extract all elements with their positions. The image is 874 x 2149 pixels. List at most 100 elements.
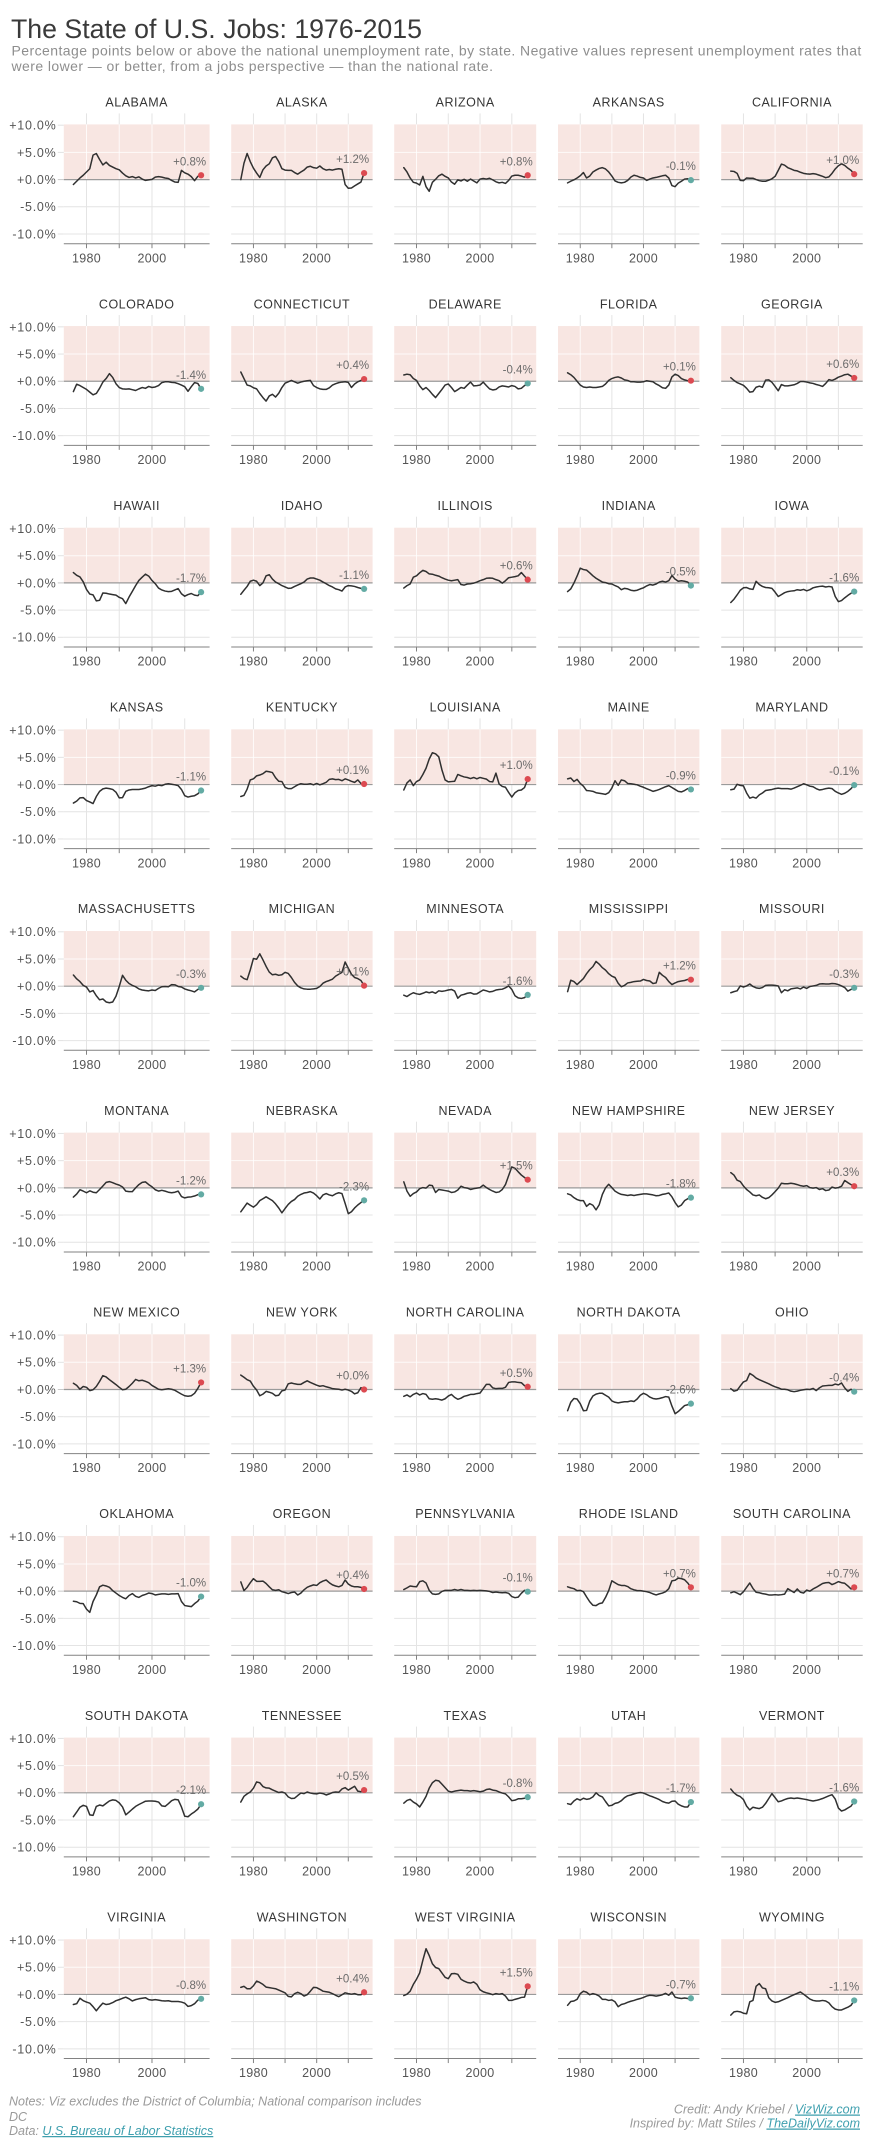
svg-text:2000: 2000 bbox=[466, 655, 495, 669]
svg-text:1980: 1980 bbox=[239, 1865, 268, 1879]
svg-text:MONTANA: MONTANA bbox=[104, 1104, 169, 1118]
svg-text:INDIANA: INDIANA bbox=[602, 499, 656, 513]
svg-text:1980: 1980 bbox=[402, 1461, 431, 1475]
svg-text:+0.4%: +0.4% bbox=[336, 1973, 369, 1985]
svg-text:-2.1%: -2.1% bbox=[176, 1785, 206, 1797]
svg-text:-0.1%: -0.1% bbox=[503, 1573, 533, 1585]
svg-text:-10.0%: -10.0% bbox=[12, 1841, 56, 1855]
svg-text:-5.0%: -5.0% bbox=[20, 200, 56, 214]
svg-text:-1.0%: -1.0% bbox=[176, 1578, 206, 1590]
svg-text:1980: 1980 bbox=[239, 1663, 268, 1677]
svg-text:2000: 2000 bbox=[302, 1461, 331, 1475]
svg-text:-1.6%: -1.6% bbox=[829, 1783, 859, 1795]
svg-text:HAWAII: HAWAII bbox=[113, 499, 160, 513]
svg-text:2000: 2000 bbox=[792, 251, 821, 265]
svg-text:2000: 2000 bbox=[302, 453, 331, 467]
svg-text:2000: 2000 bbox=[629, 655, 658, 669]
svg-text:-0.5%: -0.5% bbox=[666, 567, 696, 579]
svg-text:2000: 2000 bbox=[466, 856, 495, 870]
svg-text:2000: 2000 bbox=[466, 1865, 495, 1879]
svg-text:1980: 1980 bbox=[729, 1058, 758, 1072]
svg-text:GEORGIA: GEORGIA bbox=[761, 297, 823, 311]
svg-text:+0.0%: +0.0% bbox=[17, 576, 57, 590]
svg-text:2000: 2000 bbox=[629, 453, 658, 467]
svg-text:1980: 1980 bbox=[729, 1865, 758, 1879]
svg-text:+0.0%: +0.0% bbox=[17, 1988, 57, 2002]
svg-text:2000: 2000 bbox=[137, 655, 166, 669]
svg-text:1980: 1980 bbox=[566, 1260, 595, 1274]
svg-text:OHIO: OHIO bbox=[775, 1306, 809, 1320]
svg-text:+10.0%: +10.0% bbox=[9, 320, 56, 334]
svg-text:1980: 1980 bbox=[72, 1058, 101, 1072]
svg-text:2000: 2000 bbox=[137, 2066, 166, 2080]
svg-text:1980: 1980 bbox=[566, 655, 595, 669]
svg-text:+5.0%: +5.0% bbox=[17, 1759, 57, 1773]
svg-text:-0.7%: -0.7% bbox=[666, 1979, 696, 1991]
svg-text:NEW HAMPSHIRE: NEW HAMPSHIRE bbox=[572, 1104, 685, 1118]
svg-text:-5.0%: -5.0% bbox=[20, 2015, 56, 2029]
svg-text:-1.1%: -1.1% bbox=[176, 772, 206, 784]
svg-text:-10.0%: -10.0% bbox=[12, 832, 56, 846]
svg-text:+5.0%: +5.0% bbox=[17, 146, 57, 160]
svg-text:+1.0%: +1.0% bbox=[826, 155, 859, 167]
svg-text:+10.0%: +10.0% bbox=[9, 1530, 56, 1544]
svg-text:NEVADA: NEVADA bbox=[438, 1104, 492, 1118]
svg-text:2000: 2000 bbox=[137, 1461, 166, 1475]
svg-text:FLORIDA: FLORIDA bbox=[600, 297, 658, 311]
svg-text:-0.3%: -0.3% bbox=[176, 969, 206, 981]
svg-text:1980: 1980 bbox=[729, 251, 758, 265]
svg-text:-0.8%: -0.8% bbox=[176, 1980, 206, 1992]
svg-text:NEBRASKA: NEBRASKA bbox=[266, 1104, 338, 1118]
svg-text:-1.6%: -1.6% bbox=[503, 976, 533, 988]
svg-text:1980: 1980 bbox=[566, 856, 595, 870]
svg-text:-1.1%: -1.1% bbox=[829, 1981, 859, 1993]
svg-text:DC: DC bbox=[9, 2110, 28, 2124]
svg-text:-0.8%: -0.8% bbox=[503, 1778, 533, 1790]
svg-text:KANSAS: KANSAS bbox=[110, 701, 164, 715]
svg-text:2000: 2000 bbox=[629, 251, 658, 265]
svg-text:1980: 1980 bbox=[566, 1663, 595, 1677]
svg-text:1980: 1980 bbox=[239, 1260, 268, 1274]
svg-text:+0.0%: +0.0% bbox=[17, 778, 57, 792]
svg-text:1980: 1980 bbox=[566, 1058, 595, 1072]
svg-text:1980: 1980 bbox=[402, 655, 431, 669]
svg-text:2000: 2000 bbox=[792, 1058, 821, 1072]
svg-text:1980: 1980 bbox=[566, 251, 595, 265]
svg-text:1980: 1980 bbox=[729, 856, 758, 870]
svg-text:2000: 2000 bbox=[792, 1663, 821, 1677]
svg-text:UTAH: UTAH bbox=[611, 1709, 646, 1723]
svg-text:ARIZONA: ARIZONA bbox=[436, 96, 495, 110]
svg-text:2000: 2000 bbox=[792, 453, 821, 467]
svg-text:NORTH CAROLINA: NORTH CAROLINA bbox=[406, 1306, 525, 1320]
svg-text:TEXAS: TEXAS bbox=[443, 1709, 487, 1723]
svg-text:+5.0%: +5.0% bbox=[17, 1961, 57, 1975]
svg-text:+0.0%: +0.0% bbox=[17, 375, 57, 389]
svg-text:1980: 1980 bbox=[566, 1865, 595, 1879]
svg-text:2000: 2000 bbox=[302, 251, 331, 265]
svg-text:OKLAHOMA: OKLAHOMA bbox=[99, 1507, 174, 1521]
svg-text:+0.0%: +0.0% bbox=[336, 1371, 369, 1383]
svg-text:1980: 1980 bbox=[239, 856, 268, 870]
svg-text:ARKANSAS: ARKANSAS bbox=[593, 96, 665, 110]
svg-text:MARYLAND: MARYLAND bbox=[755, 701, 828, 715]
svg-text:MASSACHUSETTS: MASSACHUSETTS bbox=[78, 902, 196, 916]
svg-text:2000: 2000 bbox=[466, 453, 495, 467]
svg-text:+10.0%: +10.0% bbox=[9, 1732, 56, 1746]
svg-text:-10.0%: -10.0% bbox=[12, 1236, 56, 1250]
svg-text:Data: U.S. Bureau of Labor Sta: Data: U.S. Bureau of Labor Statistics bbox=[9, 2124, 213, 2138]
svg-text:+0.4%: +0.4% bbox=[336, 360, 369, 372]
svg-text:2000: 2000 bbox=[466, 1058, 495, 1072]
svg-text:-1.6%: -1.6% bbox=[829, 573, 859, 585]
svg-text:VIRGINIA: VIRGINIA bbox=[107, 1910, 166, 1924]
svg-text:2000: 2000 bbox=[302, 655, 331, 669]
svg-text:-0.1%: -0.1% bbox=[666, 161, 696, 173]
svg-text:-1.7%: -1.7% bbox=[666, 1783, 696, 1795]
svg-text:-1.1%: -1.1% bbox=[339, 570, 369, 582]
svg-text:SOUTH CAROLINA: SOUTH CAROLINA bbox=[733, 1507, 851, 1521]
svg-text:-5.0%: -5.0% bbox=[20, 1410, 56, 1424]
svg-text:1980: 1980 bbox=[72, 655, 101, 669]
svg-text:2000: 2000 bbox=[302, 2066, 331, 2080]
svg-text:2000: 2000 bbox=[302, 1865, 331, 1879]
svg-text:2000: 2000 bbox=[302, 856, 331, 870]
svg-text:1980: 1980 bbox=[729, 453, 758, 467]
